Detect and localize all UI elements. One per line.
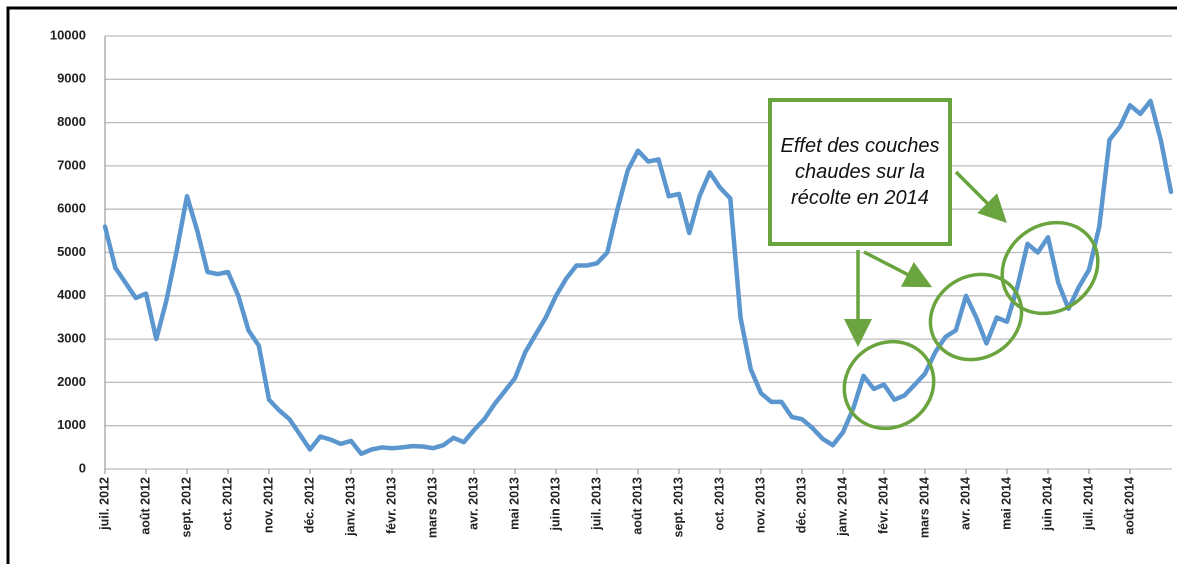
x-tick-label: mai 2013 bbox=[507, 477, 521, 530]
x-tick-label: déc. 2012 bbox=[302, 477, 316, 533]
x-tick-label: avr. 2013 bbox=[466, 477, 480, 530]
x-tick-label: juil. 2014 bbox=[1081, 477, 1095, 531]
y-tick-label: 1000 bbox=[57, 417, 86, 432]
x-tick-label: févr. 2013 bbox=[384, 477, 398, 534]
x-tick-label: juin 2014 bbox=[1040, 477, 1054, 532]
frame bbox=[6, 6, 1177, 564]
y-tick-label: 10000 bbox=[50, 27, 86, 42]
y-tick-label: 5000 bbox=[57, 244, 86, 259]
x-tick-label: sept. 2013 bbox=[671, 477, 685, 538]
y-tick-label: 4000 bbox=[57, 287, 86, 302]
arrow bbox=[954, 170, 1007, 223]
annotation-marks bbox=[842, 170, 1100, 431]
annotation: Effet des couches chaudes sur la récolte… bbox=[768, 98, 952, 246]
x-tick-label: juil. 2013 bbox=[589, 477, 603, 531]
y-tick-label: 8000 bbox=[57, 114, 86, 129]
y-tick-label: 6000 bbox=[57, 201, 86, 216]
x-tick-label: juin 2013 bbox=[548, 477, 562, 532]
x-tick-label: nov. 2013 bbox=[753, 477, 767, 533]
x-tick-label: août 2013 bbox=[630, 477, 644, 535]
x-tick-label: oct. 2013 bbox=[712, 477, 726, 531]
x-tick-label: déc. 2013 bbox=[794, 477, 808, 533]
ellipse bbox=[1000, 220, 1100, 316]
x-tick-label: mai 2014 bbox=[999, 477, 1013, 530]
y-tick-label: 3000 bbox=[57, 331, 86, 346]
x-tick-label: août 2014 bbox=[1122, 477, 1136, 535]
x-tick-label: nov. 2012 bbox=[261, 477, 275, 533]
ellipse bbox=[842, 339, 936, 431]
x-tick-label: janv. 2014 bbox=[835, 477, 849, 537]
x-tick-label: févr. 2014 bbox=[876, 477, 890, 534]
x-tick-label: août 2012 bbox=[138, 477, 152, 535]
arrow bbox=[863, 250, 933, 288]
x-tick-label: sept. 2012 bbox=[179, 477, 193, 538]
ellipse bbox=[928, 272, 1024, 362]
x-tick-label: juil. 2012 bbox=[97, 477, 111, 531]
x-tick-label: avr. 2014 bbox=[958, 477, 972, 530]
y-tick-label: 2000 bbox=[57, 374, 86, 389]
y-tick-label: 0 bbox=[79, 460, 86, 475]
y-tick-label: 7000 bbox=[57, 157, 86, 172]
y-tick-label: 9000 bbox=[57, 71, 86, 86]
x-tick-label: oct. 2012 bbox=[220, 477, 234, 531]
x-tick-label: mars 2013 bbox=[425, 477, 439, 538]
x-tick-label: mars 2014 bbox=[917, 477, 931, 538]
x-tick-label: janv. 2013 bbox=[343, 477, 357, 537]
data-line bbox=[102, 98, 1174, 457]
